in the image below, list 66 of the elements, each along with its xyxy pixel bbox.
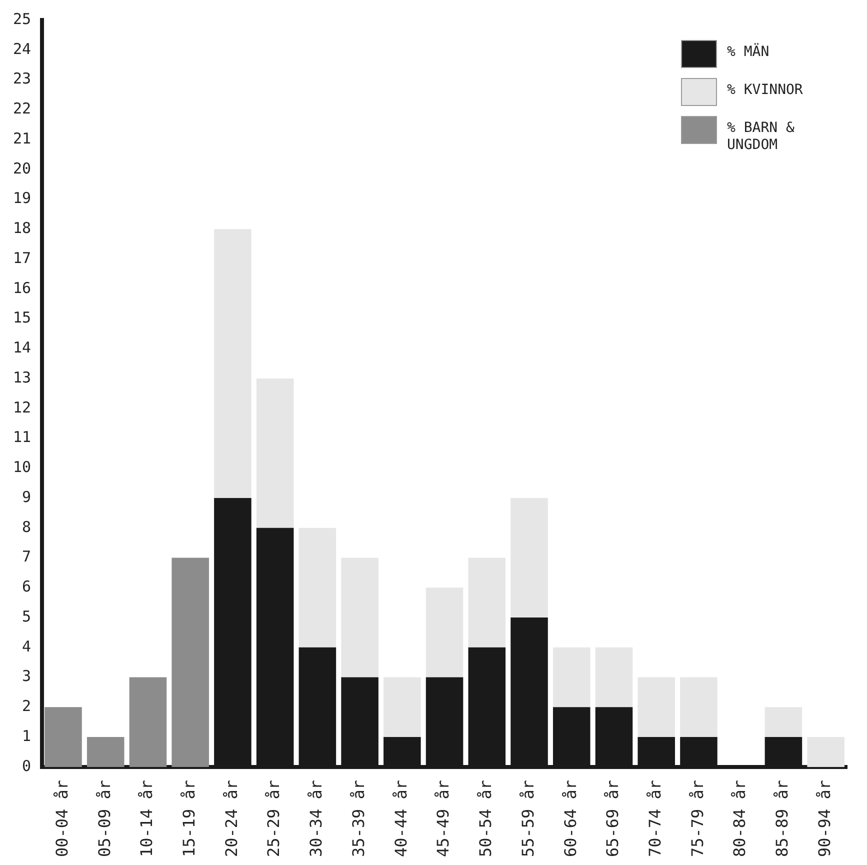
x-tick-label: 15-19 år [179,780,198,857]
bar [256,378,294,528]
x-tick-label: 75-79 år [688,780,707,857]
bar [807,737,844,767]
y-tick-label: 16 [13,278,32,297]
y-tick-label: 19 [13,189,32,208]
bar [384,677,421,738]
y-tick-label: 21 [13,129,32,148]
bar [298,528,336,648]
y-tick-label: 22 [13,100,32,118]
bar [426,588,464,678]
x-tick-label: 30-34 år [306,780,326,857]
bar [172,558,209,767]
legend-label: % MÄN [727,42,770,61]
bar [214,229,252,498]
bar [552,647,590,708]
y-tick-label: 5 [22,607,32,626]
bar [595,647,633,708]
y-tick-label: 18 [13,219,32,238]
y-tick-label: 13 [13,368,32,386]
x-tick-label: 70-74 år [646,780,665,857]
x-tick-label: 45-49 år [434,780,453,857]
x-tick-label: 05-09 år [94,780,114,857]
y-tick-label: 2 [22,697,32,716]
x-tick-label: 60-64 år [560,780,580,857]
bar [638,677,675,738]
y-tick-label: 17 [13,248,32,267]
y-tick-label: 8 [22,518,32,536]
bar [129,677,167,767]
x-tick-label: 85-89 år [772,780,792,857]
y-tick-label: 4 [22,637,32,656]
bar [341,558,378,678]
x-tick-label: 00-04 år [52,780,72,857]
y-tick-label: 12 [13,398,32,416]
legend-label: % BARN & UNGDOM [727,119,796,154]
x-tick-label: 25-29 år [264,780,284,857]
bar [468,558,506,648]
bar [44,707,82,767]
y-tick-label: 6 [22,578,32,596]
x-tick-label: 40-44 år [391,780,410,857]
x-tick-label: 50-54 år [476,780,496,857]
y-tick-label: 14 [13,338,32,357]
bar [86,737,124,767]
bar [510,498,548,618]
x-tick-label: 55-59 år [518,780,538,857]
y-tick-label: 3 [22,667,32,686]
legend-label: % KVINNOR [727,81,804,99]
bar [764,707,802,738]
y-tick-label: 20 [13,159,32,178]
x-tick-label: 10-14 år [137,780,156,857]
y-tick-label: 11 [13,428,32,446]
y-tick-label: 7 [22,548,32,566]
x-tick-label: 65-69 år [603,780,622,857]
x-tick-label: 20-24 år [222,780,241,857]
x-tick-label: 90-94 år [814,780,834,857]
y-tick-label: 10 [13,458,32,476]
y-tick-label: 25 [13,10,32,28]
y-tick-label: 0 [22,756,32,775]
y-tick-label: 24 [13,40,32,58]
y-tick-label: 15 [13,308,32,327]
x-tick-label: 35-39 år [348,780,368,857]
y-tick-label: 1 [22,726,32,745]
y-tick-label: 9 [22,488,32,506]
x-tick-label: 80-84 år [730,780,750,857]
y-tick-label: 23 [13,70,32,88]
bar [680,677,718,738]
